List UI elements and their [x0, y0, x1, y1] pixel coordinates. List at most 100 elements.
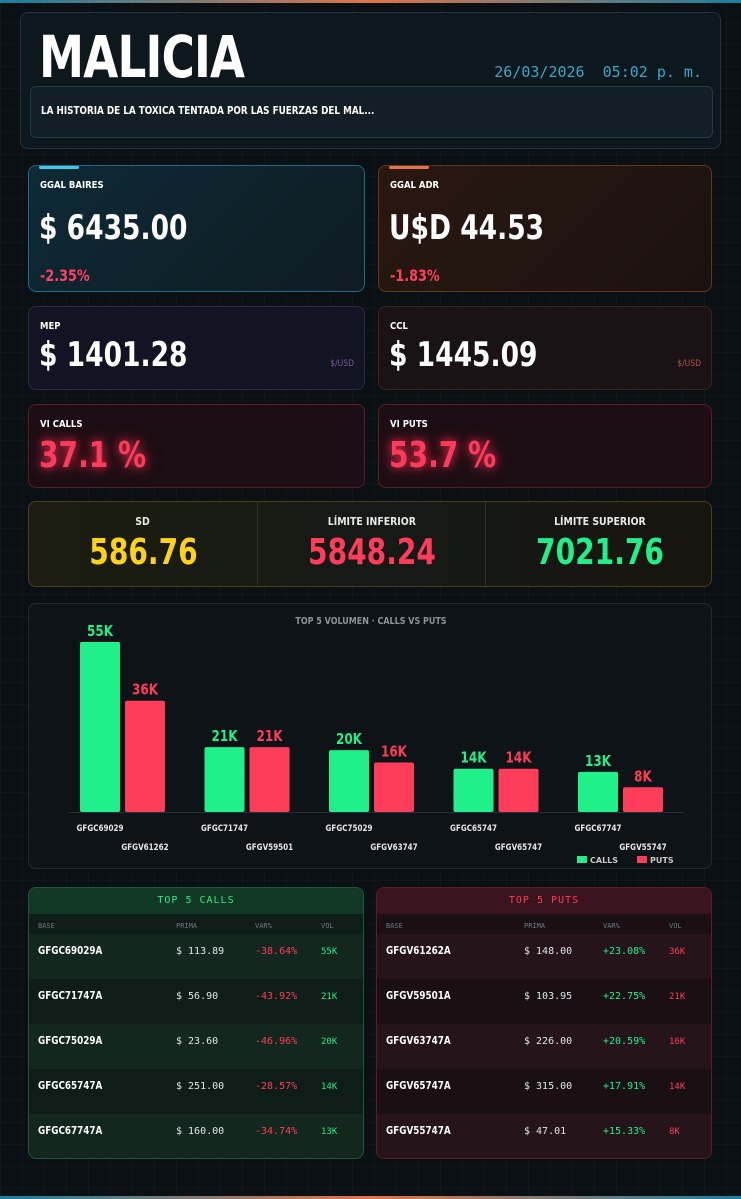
table-row[interactable]: GFGV55747A $ 47.01 +15.33% 8K	[377, 1114, 711, 1158]
card-label: MEP	[40, 321, 61, 332]
cell-vol: 20K	[321, 1037, 338, 1047]
card-unit: $/USD	[677, 359, 701, 369]
cell-base: GFGV63747A	[386, 1034, 451, 1047]
card-ggal-baires: GGAL BAIRES $ 6435.00 -2.35%	[28, 165, 365, 292]
cell-var: +15.33%	[603, 1126, 646, 1137]
card-mep: MEP $ 1401.28 $/USD	[28, 306, 365, 390]
legend-label-calls: CALLS	[590, 856, 618, 865]
bar-puts	[249, 747, 290, 812]
card-accent	[39, 166, 79, 169]
table-row[interactable]: GFGC71747A $ 56.90 -43.92% 21K	[29, 979, 363, 1024]
tick-label-call: GFGC71747	[201, 822, 248, 833]
cell-prima: $ 23.60	[176, 1036, 219, 1047]
card-ggal-adr: GGAL ADR U$D 44.53 -1.83%	[378, 165, 712, 292]
cell-base: GFGC67747A	[38, 1124, 103, 1137]
cell-vol: 16K	[669, 1037, 686, 1047]
cell-vol: 21K	[321, 992, 338, 1002]
datetime: 26/03/2026 05:02 p. m.	[494, 63, 702, 81]
bar-puts	[623, 787, 663, 812]
date-text: 26/03/2026	[494, 63, 585, 81]
bar-puts	[498, 768, 539, 812]
col-header-vol: VOL	[321, 922, 334, 930]
cell-prima: $ 113.89	[176, 946, 225, 957]
puts-table: TOP 5 PUTS BASE PRIMA VAR% VOL GFGV61262…	[376, 887, 712, 1159]
bar-calls	[329, 750, 369, 812]
cell-var: +17.91%	[603, 1081, 646, 1092]
data-label-calls: 55K	[87, 623, 113, 641]
stat-value: 5848.24	[307, 532, 436, 573]
tick-label-put: GFGV63747	[370, 841, 417, 852]
data-label-calls: 14K	[461, 749, 487, 767]
table-row[interactable]: GFGV59501A $ 103.95 +22.75% 21K	[377, 979, 711, 1024]
legend-swatch-puts	[637, 856, 647, 863]
col-header-base: BASE	[38, 922, 55, 930]
table-row[interactable]: GFGC67747A $ 160.00 -34.74% 13K	[29, 1114, 363, 1158]
card-accent	[389, 166, 429, 169]
legend-swatch-calls	[577, 856, 587, 863]
card-ccl: CCL $ 1445.09 $/USD	[378, 306, 712, 390]
table-title: TOP 5 PUTS	[377, 888, 711, 914]
table-row[interactable]: GFGV63747A $ 226.00 +20.59% 16K	[377, 1024, 711, 1069]
stats-panel: SD 586.76 LÍMITE INFERIOR 5848.24 LÍMITE…	[28, 501, 712, 588]
table-row[interactable]: GFGC75029A $ 23.60 -46.96% 20K	[29, 1024, 363, 1069]
col-header-prima: PRIMA	[524, 922, 546, 930]
cell-prima: $ 251.00	[176, 1081, 225, 1092]
stat-value: 7021.76	[535, 532, 664, 573]
tick-label-call: GFGC65747	[450, 822, 497, 833]
table-row[interactable]: GFGC65747A $ 251.00 -28.57% 14K	[29, 1069, 363, 1114]
cell-vol: 13K	[321, 1127, 338, 1137]
table-row[interactable]: GFGV61262A $ 148.00 +23.08% 36K	[377, 934, 711, 979]
chart-title: TOP 5 VOLUMEN · CALLS VS PUTS	[295, 616, 446, 627]
col-header-var: VAR%	[603, 922, 620, 930]
bar-calls	[204, 747, 245, 812]
cell-base: GFGV65747A	[386, 1079, 451, 1092]
tick-label-put: GFGV59501	[246, 841, 294, 852]
cell-var: -43.92%	[255, 991, 298, 1002]
tick-label-call: GFGC67747	[575, 822, 622, 833]
card-value: U$D 44.53	[389, 208, 545, 248]
top-accent-bar	[0, 0, 741, 3]
data-label-puts: 14K	[506, 749, 532, 767]
bar-calls	[80, 642, 120, 812]
calls-table: TOP 5 CALLS BASE PRIMA VAR% VOL GFGC6902…	[28, 887, 364, 1159]
stat-lower-limit: LÍMITE INFERIOR 5848.24	[257, 502, 485, 588]
cell-vol: 36K	[669, 947, 686, 957]
cell-prima: $ 56.90	[176, 991, 219, 1002]
card-value: 37.1 %	[39, 435, 147, 476]
card-label: GGAL ADR	[390, 180, 440, 191]
tick-label-put: GFGV55747	[619, 841, 666, 852]
cell-var: -34.74%	[255, 1126, 298, 1137]
cell-var: -28.57%	[255, 1081, 298, 1092]
stat-sd: SD 586.76	[29, 502, 257, 588]
card-change: -1.83%	[390, 266, 440, 285]
table-row[interactable]: GFGV65747A $ 315.00 +17.91% 14K	[377, 1069, 711, 1114]
cell-base: GFGV59501A	[386, 989, 451, 1002]
data-label-puts: 8K	[634, 768, 652, 786]
tick-label-put: GFGV65747	[495, 841, 542, 852]
data-label-puts: 16K	[381, 743, 407, 761]
bar-calls	[578, 771, 618, 812]
table-row[interactable]: GFGC69029A $ 113.89 -38.64% 55K	[29, 934, 363, 979]
card-label: VI PUTS	[390, 419, 428, 430]
cell-var: +23.08%	[603, 946, 646, 957]
stat-value: 586.76	[88, 532, 198, 573]
card-label: CCL	[390, 321, 408, 332]
col-header-vol: VOL	[669, 922, 682, 930]
bottom-accent-bar	[0, 1196, 741, 1199]
card-value: $ 6435.00	[39, 208, 188, 248]
cell-var: -46.96%	[255, 1036, 298, 1047]
card-vi-puts: VI PUTS 53.7 %	[378, 404, 712, 488]
bar-puts	[125, 700, 165, 812]
cell-var: -38.64%	[255, 946, 298, 957]
cell-vol: 8K	[669, 1127, 680, 1137]
data-label-calls: 21K	[212, 728, 238, 746]
card-label: GGAL BAIRES	[40, 180, 104, 191]
page-title: MALICIA	[39, 23, 245, 91]
subtitle: LA HISTORIA DE LA TOXICA TENTADA POR LAS…	[41, 104, 375, 117]
cell-base: GFGV61262A	[386, 944, 451, 957]
card-value: $ 1401.28	[39, 335, 188, 375]
stat-label: LÍMITE INFERIOR	[327, 515, 416, 528]
card-label: VI CALLS	[40, 419, 83, 430]
table-title: TOP 5 CALLS	[29, 888, 363, 914]
cell-base: GFGC75029A	[38, 1034, 103, 1047]
